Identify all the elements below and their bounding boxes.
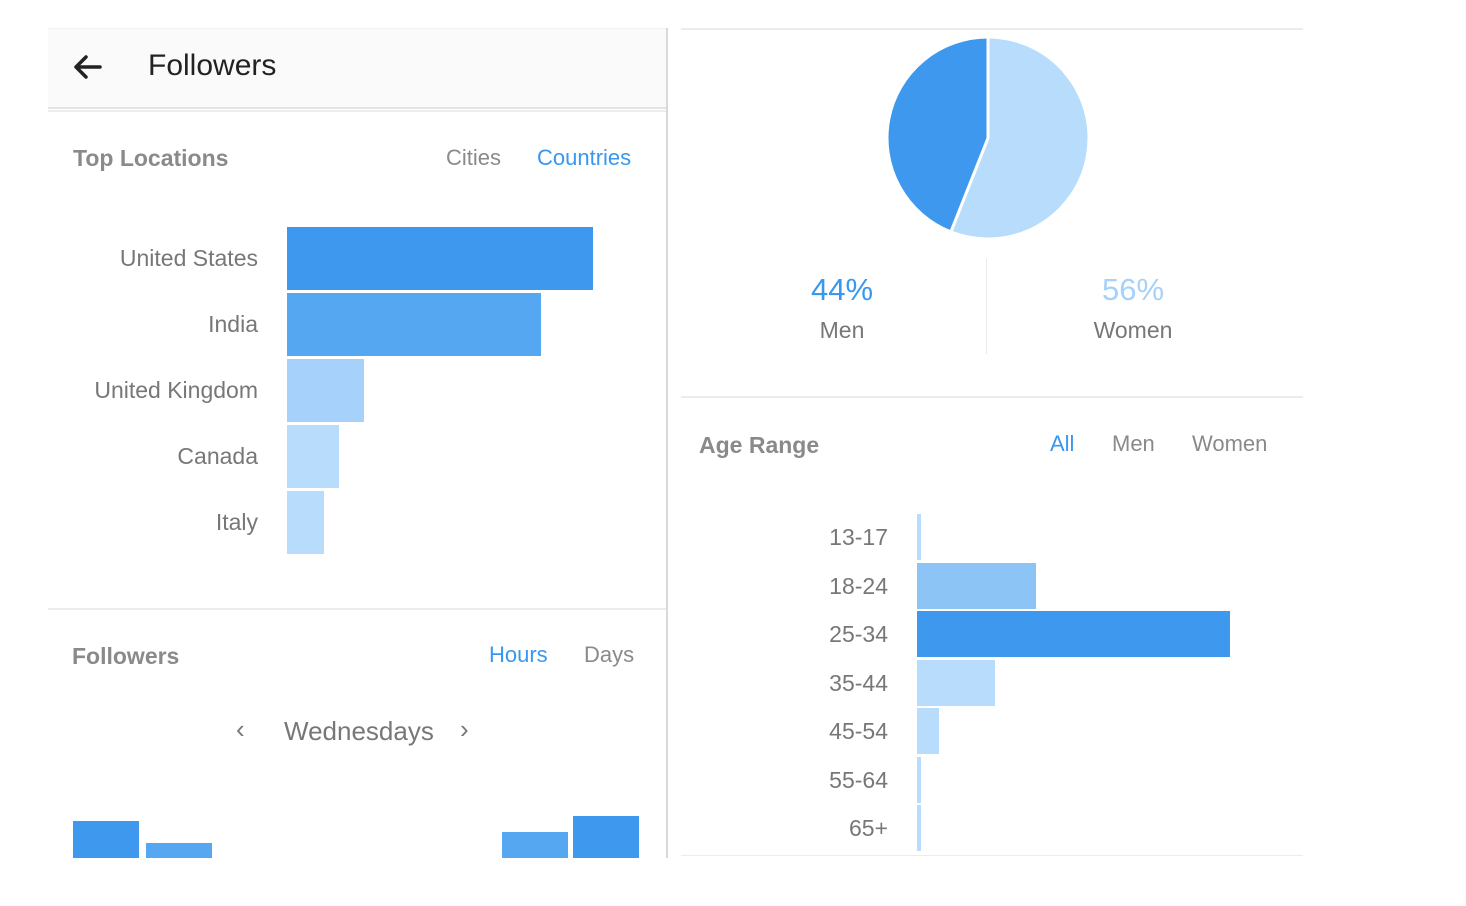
tab-hours[interactable]: Hours [489, 642, 548, 667]
age-label: 35-44 [829, 670, 888, 696]
age-label: 55-64 [829, 767, 888, 793]
back-arrow-icon[interactable] [70, 49, 106, 85]
section-divider [681, 396, 1303, 398]
men-percentage: 44% [810, 272, 874, 307]
women-percentage: 56% [1101, 272, 1165, 307]
followers-activity-title: Followers [72, 643, 180, 669]
location-bar [287, 227, 593, 290]
age-label: 45-54 [829, 718, 888, 744]
location-label: United Kingdom [94, 377, 258, 403]
hour-bar [502, 832, 568, 858]
age-bar [917, 757, 921, 803]
panel-divider [666, 28, 668, 858]
age-range-title: Age Range [699, 432, 820, 458]
chevron-left-icon[interactable]: ‹ [236, 714, 245, 744]
age-bar [917, 611, 1230, 657]
tab-age-all[interactable]: All [1050, 431, 1075, 456]
location-label: India [208, 311, 258, 337]
hour-bar [146, 843, 212, 858]
women-label: Women [1093, 317, 1173, 343]
location-bar [287, 491, 324, 554]
page-title: Followers [148, 49, 277, 82]
tab-age-men[interactable]: Men [1112, 431, 1155, 456]
section-divider [48, 608, 666, 610]
age-bar [917, 805, 921, 851]
tab-days[interactable]: Days [584, 642, 635, 667]
age-label: 18-24 [829, 573, 888, 599]
hour-bar [573, 816, 639, 858]
gender-divider [986, 258, 987, 354]
pie-slice-women [948, 35, 1091, 241]
age-bar [917, 514, 921, 560]
location-bar [287, 359, 364, 422]
age-label: 13-17 [829, 524, 888, 550]
age-bar [917, 563, 1036, 609]
location-label: Canada [177, 443, 258, 469]
location-label: United States [119, 245, 258, 271]
section-divider [681, 28, 1303, 30]
tab-age-women[interactable]: Women [1192, 431, 1268, 456]
age-bar [917, 708, 939, 754]
tab-cities[interactable]: Cities [446, 145, 502, 170]
men-label: Men [819, 317, 865, 343]
section-divider [681, 855, 1303, 856]
age-label: 25-34 [829, 621, 888, 647]
location-bar [287, 293, 541, 356]
section-divider [48, 110, 666, 112]
gender-pie-chart [885, 35, 1091, 241]
day-selector-label: Wednesdays [284, 716, 434, 746]
location-bar [287, 425, 339, 488]
hour-bar [73, 821, 139, 858]
pie-slice-men [885, 35, 990, 234]
chevron-right-icon[interactable]: › [460, 714, 469, 744]
location-label: Italy [215, 509, 258, 535]
top-locations-title: Top Locations [73, 145, 229, 171]
app-header: Followers [48, 28, 666, 109]
age-bar [917, 660, 995, 706]
age-label: 65+ [848, 815, 888, 841]
tab-countries[interactable]: Countries [537, 145, 632, 170]
